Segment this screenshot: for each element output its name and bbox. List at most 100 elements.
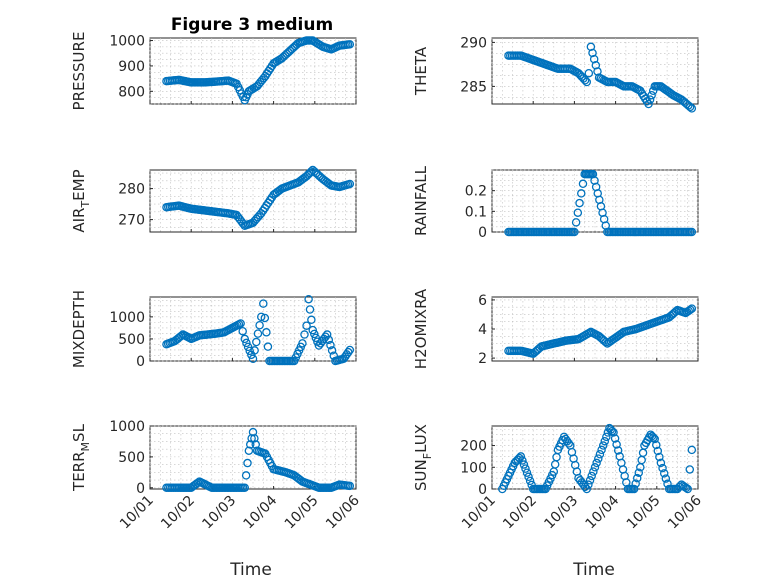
data-point [650, 434, 659, 444]
y-tick-label: 0 [478, 225, 487, 241]
data-point [304, 294, 313, 304]
data-point [345, 179, 355, 189]
data-point [571, 218, 581, 227]
data-point [248, 354, 258, 364]
data-point [524, 472, 533, 482]
data-point [260, 313, 270, 323]
data-point [612, 440, 621, 449]
data-point [585, 476, 595, 485]
data-point [326, 340, 335, 350]
data-point [687, 227, 697, 237]
data-point [242, 338, 251, 348]
y-tick-label: 2 [478, 351, 487, 367]
data-point [592, 458, 601, 468]
y-tick-label: 900 [118, 59, 145, 75]
y-tick-label: 1000 [109, 34, 145, 50]
y-tick-label: 0 [136, 481, 145, 497]
data-point [598, 441, 608, 450]
data-point [244, 446, 254, 455]
data-point [245, 346, 254, 356]
data-point [649, 433, 658, 442]
data-point [656, 458, 666, 468]
y-tick-label: 0.2 [465, 184, 487, 200]
data-point [255, 320, 264, 330]
y-axis-label: THETA [412, 46, 430, 96]
data-point [250, 346, 259, 355]
data-point [686, 305, 695, 314]
data-point [322, 330, 332, 339]
x-tick-label: 10/05 [282, 493, 322, 533]
data-point [306, 167, 316, 176]
data-point [307, 315, 316, 325]
data-point [308, 325, 317, 335]
data-point [597, 445, 606, 455]
data-point [310, 329, 319, 339]
data-point [344, 347, 353, 357]
y-axis-label: TERRMSL [70, 423, 92, 492]
y-tick-label: 290 [460, 35, 487, 51]
data-point [659, 469, 669, 478]
data-point [588, 48, 597, 58]
data-point [298, 339, 307, 348]
y-tick-label: 4 [478, 322, 487, 338]
data-point [589, 54, 599, 64]
axes-box [491, 169, 699, 233]
x-tick-label: 10/03 [199, 493, 239, 533]
data-point [681, 483, 691, 493]
x-tick-label: 10/01 [117, 493, 157, 533]
data-point [652, 440, 661, 450]
data-point [658, 463, 667, 473]
data-point [253, 329, 263, 338]
subplot-terr-msl: 0 500 1000 10/01 10/02 10/03 10/04 10/05 10/06 TE… [70, 419, 363, 532]
y-tick-label: 500 [118, 332, 145, 348]
data-point [590, 463, 600, 472]
x-tick-label: 10/01 [459, 493, 499, 533]
y-tick-label: 270 [118, 213, 145, 229]
data-point [573, 208, 583, 217]
subplot-h2omixra: 2 4 6 H2OMIXRA [412, 288, 699, 369]
data-point [525, 476, 535, 486]
data-point [661, 474, 671, 483]
data-point [602, 432, 611, 442]
y-axis-label: RAINFALL [412, 165, 430, 236]
data-point [238, 326, 247, 336]
subplot-pressure: 800 900 1000 PRESSURE [70, 32, 357, 111]
data-point [570, 227, 579, 237]
xlabel-right: Time [572, 560, 615, 580]
data-point [345, 481, 355, 491]
data-point [578, 179, 588, 189]
data-point [518, 456, 527, 465]
data-point [521, 464, 530, 473]
subplot-air-temp: 270 280 AIRTEMP [70, 165, 357, 233]
data-point [243, 458, 252, 468]
y-tick-label: 1000 [109, 419, 145, 435]
data-point [685, 465, 695, 474]
data-point [252, 337, 261, 347]
x-tick-label: 10/03 [541, 493, 581, 533]
data-point [311, 333, 321, 343]
data-point [519, 460, 529, 469]
xlabel-left: Time [229, 560, 272, 580]
data-point [634, 468, 644, 477]
subplot-mixdepth: 0 500 1000 MIXDEPTH [70, 290, 357, 370]
data-point [609, 428, 618, 437]
data-point [259, 299, 268, 308]
data-point [256, 312, 266, 322]
data-point [610, 434, 620, 443]
data-point [687, 104, 697, 113]
data-point [631, 479, 640, 488]
x-tick-label: 10/02 [158, 493, 198, 533]
x-tick-label: 10/04 [241, 492, 281, 532]
data-point [345, 345, 355, 355]
subplot-rainfall: 0 0.1 0.2 RAINFALL [412, 165, 699, 241]
y-tick-label: 200 [460, 439, 487, 455]
data-point [302, 321, 311, 330]
data-point [262, 328, 271, 337]
data-point [250, 434, 259, 443]
data-point [577, 189, 586, 198]
y-axis-label: SUNFLUX [412, 424, 434, 491]
data-point [591, 61, 601, 70]
y-axis-label: PRESSURE [70, 32, 88, 111]
y-tick-label: 0 [136, 354, 145, 370]
